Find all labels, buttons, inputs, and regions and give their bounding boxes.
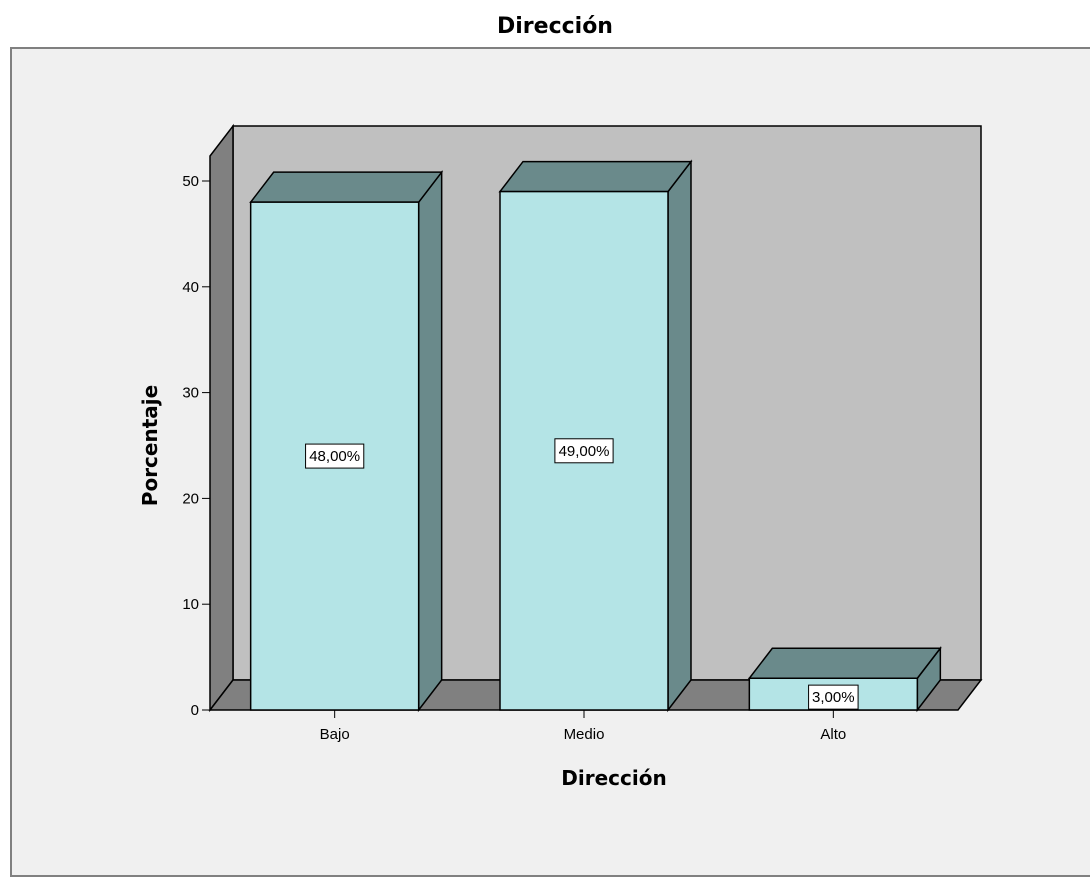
data-label: 48,00% [309,448,360,465]
y-tick-label: 0 [191,702,199,719]
bar-side [417,169,443,713]
x-tick-label: Medio [564,726,605,743]
y-tick-label: 30 [182,385,199,402]
x-tick-label: Alto [820,726,846,743]
bar-top [498,160,693,193]
y-axis-title: Porcentaje [138,385,162,506]
y-tick-label: 40 [182,279,199,296]
bar-side [667,159,692,713]
data-label-box [554,438,614,464]
data-label-box [808,684,859,710]
y-tick-label: 20 [182,490,199,507]
y-tick-label: 50 [182,173,199,190]
bar-top [249,171,444,203]
data-label-box [305,443,365,469]
chart-title: Dirección [497,14,613,39]
data-label: 3,00% [812,689,855,706]
bar-top [747,647,942,680]
x-axis-title: Dirección [561,766,666,790]
side-wall [209,123,234,713]
data-label: 49,00% [559,443,610,460]
y-tick-label: 10 [182,596,199,613]
x-tick-label: Bajo [320,726,350,743]
